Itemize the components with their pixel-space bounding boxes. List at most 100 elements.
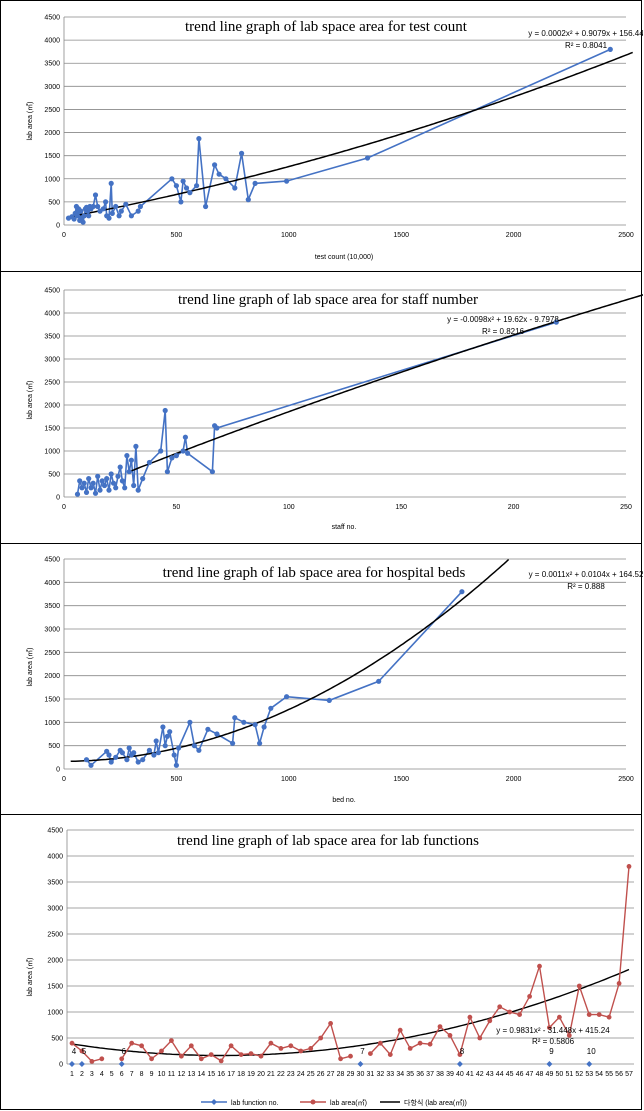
x-tick-label: 24: [297, 1071, 305, 1078]
data-point: [86, 476, 92, 482]
x-tick-label: 1500: [393, 776, 409, 783]
x-tick-label: 11: [168, 1071, 175, 1078]
trend-equation: y = 0.9831x² - 31.448x + 415.24: [496, 1026, 610, 1035]
data-label: 9: [549, 1047, 554, 1056]
data-point: [124, 453, 130, 459]
data-point: [74, 491, 81, 497]
data-label: 6: [121, 1047, 126, 1056]
x-tick-label: 4: [100, 1071, 104, 1078]
data-point: [252, 180, 258, 186]
data-point: [119, 1056, 125, 1062]
data-point: [104, 476, 110, 482]
data-point: [214, 731, 220, 737]
data-point: [268, 1040, 274, 1046]
data-point: [117, 464, 123, 470]
data-point: [116, 213, 122, 219]
data-point: [196, 747, 202, 753]
data-point: [203, 203, 209, 210]
data-point: [90, 203, 96, 210]
x-tick-label: 5: [110, 1071, 114, 1078]
data-point: [205, 726, 211, 732]
data-point: [89, 1059, 95, 1064]
data-point: [447, 1033, 453, 1038]
x-tick-label: 100: [283, 504, 295, 511]
data-point: [108, 759, 114, 765]
data-point: [119, 750, 125, 756]
data-point: [278, 1046, 284, 1051]
x-axis-label: staff no.: [332, 524, 357, 531]
data-point: [88, 762, 94, 768]
marker-point: [78, 1061, 85, 1067]
data-point: [103, 199, 109, 205]
x-tick-label: 12: [177, 1071, 185, 1078]
x-tick-label: 47: [526, 1071, 534, 1078]
marker-point: [68, 1061, 75, 1067]
y-tick-label: 2500: [44, 650, 60, 657]
legend-marker-lab-function-no: [211, 1099, 217, 1105]
y-tick-label: 3000: [44, 627, 60, 634]
chart-title: trend line graph of lab space area for t…: [185, 19, 468, 35]
data-point: [194, 183, 200, 189]
x-tick-label: 2500: [618, 232, 634, 239]
data-line: [68, 48, 611, 223]
x-tick-label: 500: [171, 776, 183, 783]
x-tick-label: 2500: [618, 776, 634, 783]
x-tick-label: 6: [120, 1071, 124, 1078]
data-line: [71, 1042, 102, 1063]
data-point: [218, 1058, 224, 1064]
data-point: [607, 46, 613, 53]
data-point: [158, 448, 164, 454]
x-tick-label: 500: [171, 232, 183, 239]
x-tick-label: 32: [376, 1071, 384, 1078]
data-point: [497, 1004, 503, 1010]
data-point: [178, 199, 184, 205]
data-point: [467, 1014, 473, 1020]
data-point: [81, 480, 87, 486]
x-tick-label: 36: [416, 1071, 424, 1078]
chart-test-count: 0 500 1000 1500 2000 2500 3000 3500 4000 4500 0 500…: [26, 15, 643, 262]
chart-title: trend line graph of lab space area for s…: [178, 292, 478, 308]
data-point: [100, 206, 106, 212]
data-point: [223, 176, 229, 182]
trend-equation: y = -0.0098x² + 19.62x - 9.7978: [447, 315, 559, 324]
data-point: [284, 694, 290, 700]
y-tick-label: 3000: [44, 84, 60, 91]
y-tick-label: 4500: [47, 828, 63, 835]
data-point: [97, 487, 103, 493]
data-point: [140, 476, 146, 482]
x-tick-label: 50: [555, 1071, 563, 1078]
data-point: [71, 216, 77, 222]
y-tick-label: 2500: [44, 380, 60, 387]
x-tick-label: 3: [90, 1071, 94, 1078]
data-point: [180, 178, 186, 184]
data-point: [77, 478, 83, 484]
x-tick-label: 200: [508, 504, 520, 511]
x-tick-label: 28: [337, 1071, 345, 1078]
data-point: [99, 1056, 105, 1062]
x-tick-label: 41: [466, 1071, 474, 1078]
data-label: 8: [460, 1047, 465, 1056]
chart-panel-lab-functions: 0 500 1000 1500 2000 2500 3000 3500 4000 4500 1 2 3 4…: [0, 814, 642, 1110]
data-point: [128, 457, 134, 463]
marker-point: [118, 1061, 125, 1067]
data-point: [557, 1014, 562, 1020]
y-tick-label: 3000: [44, 357, 60, 364]
data-point: [228, 1043, 234, 1049]
data-point: [596, 1012, 602, 1017]
x-tick-label: 23: [287, 1071, 295, 1078]
data-point: [230, 740, 236, 746]
data-point: [80, 219, 86, 225]
data-point: [95, 203, 101, 210]
legend-label-polynomial-trend: 다항식 (lab area(㎡)): [404, 1098, 467, 1107]
data-point: [606, 1014, 612, 1020]
data-point: [69, 1040, 75, 1046]
data-point: [191, 743, 197, 749]
data-point: [576, 983, 582, 989]
r-squared: R² = 0.5806: [532, 1037, 575, 1046]
y-tick-label: 1500: [47, 984, 63, 991]
data-point: [537, 963, 542, 969]
data-point: [90, 480, 96, 486]
y-tick-label: 1500: [44, 697, 60, 704]
y-tick-label: 500: [48, 199, 60, 206]
